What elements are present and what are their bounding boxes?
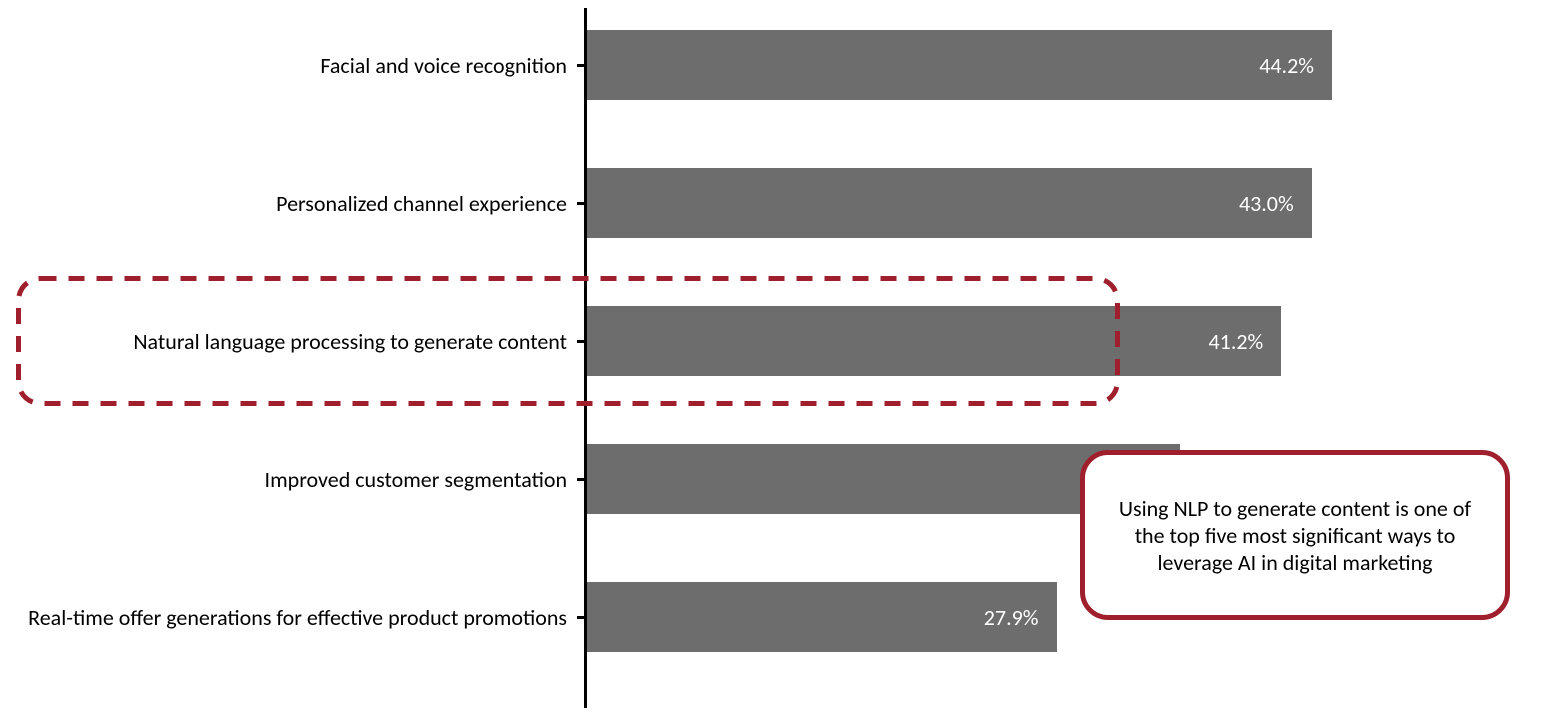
bar-chart: 44.2% Facial and voice recognition 43.0% Pe… [0,0,1565,719]
bar-category-label: Facial and voice recognition [27,30,567,100]
bar-category-label: Personalized channel experience [27,168,567,238]
bar-value-label: 27.9% [984,604,1039,631]
bar-category-text: Real-time offer generations for effectiv… [28,604,567,631]
bar-category-text: Facial and voice recognition [320,52,567,79]
axis-tick [577,202,585,205]
bar: 43.0% [585,168,1312,238]
bar-value-label: 43.0% [1239,190,1294,217]
bar-category-label: Real-time offer generations for effectiv… [27,582,567,652]
bar-value-label: 41.2% [1209,328,1264,355]
axis-tick [577,64,585,67]
bar-category-text: Personalized channel experience [276,190,567,217]
callout-text: Using NLP to generate content is one of … [1103,495,1487,576]
highlight-box [16,276,1120,406]
bar: 44.2% [585,30,1332,100]
callout-box: Using NLP to generate content is one of … [1080,450,1510,620]
bar: 27.9% [585,582,1057,652]
axis-tick [577,478,585,481]
bar-category-label: Improved customer segmentation [27,444,567,514]
bar-value-label: 44.2% [1259,52,1314,79]
axis-tick [577,616,585,619]
bar-category-text: Improved customer segmentation [265,466,567,493]
